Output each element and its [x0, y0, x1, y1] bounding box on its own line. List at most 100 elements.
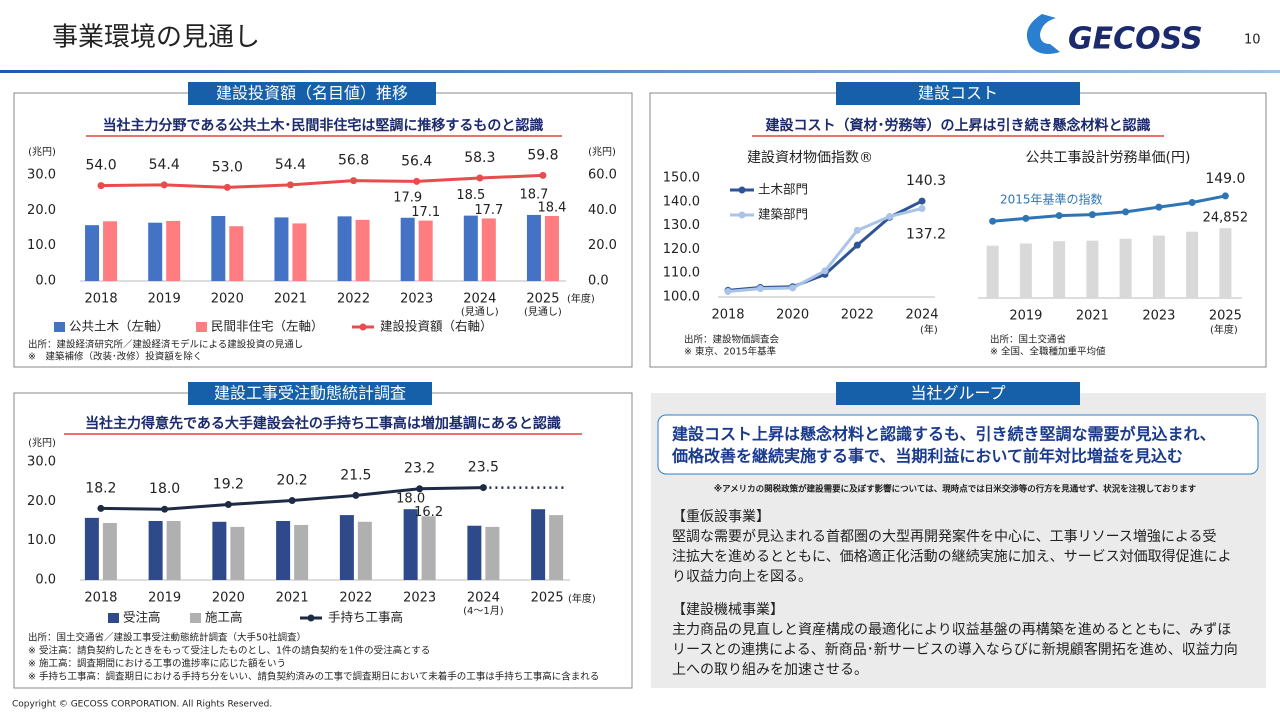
bar: [1186, 231, 1199, 298]
bar: [337, 216, 352, 281]
bar: [1219, 228, 1232, 298]
y-tick-label: 20.0: [27, 203, 56, 218]
bar: [1053, 241, 1066, 298]
source-note: ※ 全国、全職種加重平均値: [990, 346, 1106, 358]
bar: [229, 226, 244, 281]
point: [476, 174, 484, 182]
data-label: 23.5: [468, 460, 499, 476]
x-tick-label: 2018: [85, 292, 118, 307]
block-text: 主力商品の見直しと資産構成の最適化により収益基盤の再構築を進めるとともに、みずほ: [672, 621, 1231, 638]
x-axis-label: (年度): [1210, 323, 1238, 336]
y-tick-label: 110.0: [663, 266, 700, 281]
logo-mark: [1026, 14, 1060, 54]
section-label: 建設コスト: [918, 84, 998, 103]
y-tick-label: 0.0: [35, 573, 56, 588]
y-tick-label: 130.0: [663, 218, 700, 233]
x-tick-label: 2023: [403, 591, 436, 606]
y-tick-label: 60.0: [588, 168, 617, 183]
point: [539, 171, 547, 179]
data-label: 18.2: [85, 480, 116, 496]
block-heading: 【重仮設事業】: [672, 509, 770, 525]
x-tick-note: (見通し): [461, 306, 499, 318]
bar: [103, 221, 118, 281]
bar: [339, 515, 354, 580]
x-tick-label: 2021: [274, 292, 307, 307]
legend-swatch: [738, 186, 746, 194]
y-tick-label: 20.0: [588, 238, 617, 253]
chart-title: 建設資材物価指数®: [747, 150, 873, 166]
x-axis-label: (年): [920, 323, 938, 336]
section-banner: [188, 382, 432, 405]
data-label: 21.5: [340, 467, 371, 483]
data-label: 56.4: [401, 153, 432, 169]
data-label: 23.2: [404, 461, 435, 477]
bar: [549, 515, 564, 580]
point: [288, 497, 296, 505]
header-rule: [0, 70, 1280, 73]
data-label: 17.9: [393, 190, 422, 205]
bar: [421, 516, 436, 580]
point: [1221, 192, 1229, 200]
point: [97, 504, 105, 512]
y-tick-label: 150.0: [663, 171, 700, 186]
point: [161, 505, 169, 513]
data-label: 24,852: [1203, 211, 1249, 226]
y-axis-label: (兆円): [28, 437, 56, 449]
source-note: 出所：国土交通省: [990, 334, 1066, 346]
x-tick-label: 2019: [1009, 309, 1042, 324]
x-tick-label: 2022: [339, 591, 372, 606]
legend-swatch: [108, 613, 119, 623]
data-label: 59.8: [527, 147, 558, 163]
point: [1022, 214, 1030, 222]
x-tick-label: 2022: [841, 308, 874, 323]
block-heading: 【建設機械事業】: [672, 602, 784, 618]
data-label: 16.2: [414, 505, 443, 520]
point: [821, 267, 829, 275]
point: [853, 241, 861, 249]
bar: [986, 245, 999, 298]
y2-axis-label: (兆円): [588, 146, 616, 158]
x-tick-label: 2018: [711, 308, 744, 323]
legend-label: 公共土木（左軸）: [69, 319, 169, 334]
section-headline: 建設コスト（資材･労務等）の上昇は引き続き懸念材料と認識: [766, 117, 1151, 134]
group-headline: 建設コスト上昇は懸念材料と認識するも、引き続き堅調な需要が見込まれ、: [672, 425, 1216, 444]
y-tick-label: 0.0: [35, 274, 56, 289]
point: [286, 181, 294, 189]
x-tick-label: 2019: [148, 292, 181, 307]
point: [223, 183, 231, 191]
data-label: 58.3: [464, 150, 495, 166]
point: [479, 484, 487, 492]
bar: [148, 222, 163, 281]
source-note: 出所：国土交通省／建設工事受注動態統計調査（大手50社調査）: [28, 632, 306, 644]
bar: [1019, 243, 1032, 298]
line: [992, 194, 1226, 223]
section-label: 建設投資額（名目値）推移: [216, 84, 408, 103]
point: [789, 284, 797, 292]
x-tick-label: 2024: [467, 591, 500, 606]
y-tick-label: 10.0: [27, 238, 56, 253]
data-label: 18.4: [537, 200, 566, 215]
data-label: 20.2: [277, 473, 308, 489]
x-tick-label: 2024: [463, 292, 496, 307]
x-tick-label: 2024: [905, 308, 938, 323]
section-banner: [836, 382, 1080, 405]
legend-label: 受注高: [123, 610, 161, 625]
bar: [481, 218, 496, 281]
source-note: 出所：建設物価調査会: [684, 334, 780, 346]
legend-swatch: [196, 322, 207, 332]
legend-swatch: [190, 613, 201, 623]
point: [756, 285, 764, 293]
block-text: 堅調な需要が見込まれる首都圏の大型再開発案件を中心に、工事リソース増強による受: [672, 528, 1216, 545]
point: [350, 177, 358, 185]
bar: [526, 214, 541, 281]
bar: [1086, 240, 1099, 298]
point: [1122, 208, 1130, 216]
x-tick-label: 2020: [212, 591, 245, 606]
x-axis-label: (年度): [568, 592, 596, 605]
legend-label: 民間非住宅（左軸）: [211, 319, 324, 334]
section-banner: [188, 82, 436, 105]
y-tick-label: 30.0: [27, 168, 56, 183]
x-tick-note: (見通し): [524, 306, 562, 318]
x-tick-label: 2020: [776, 308, 809, 323]
